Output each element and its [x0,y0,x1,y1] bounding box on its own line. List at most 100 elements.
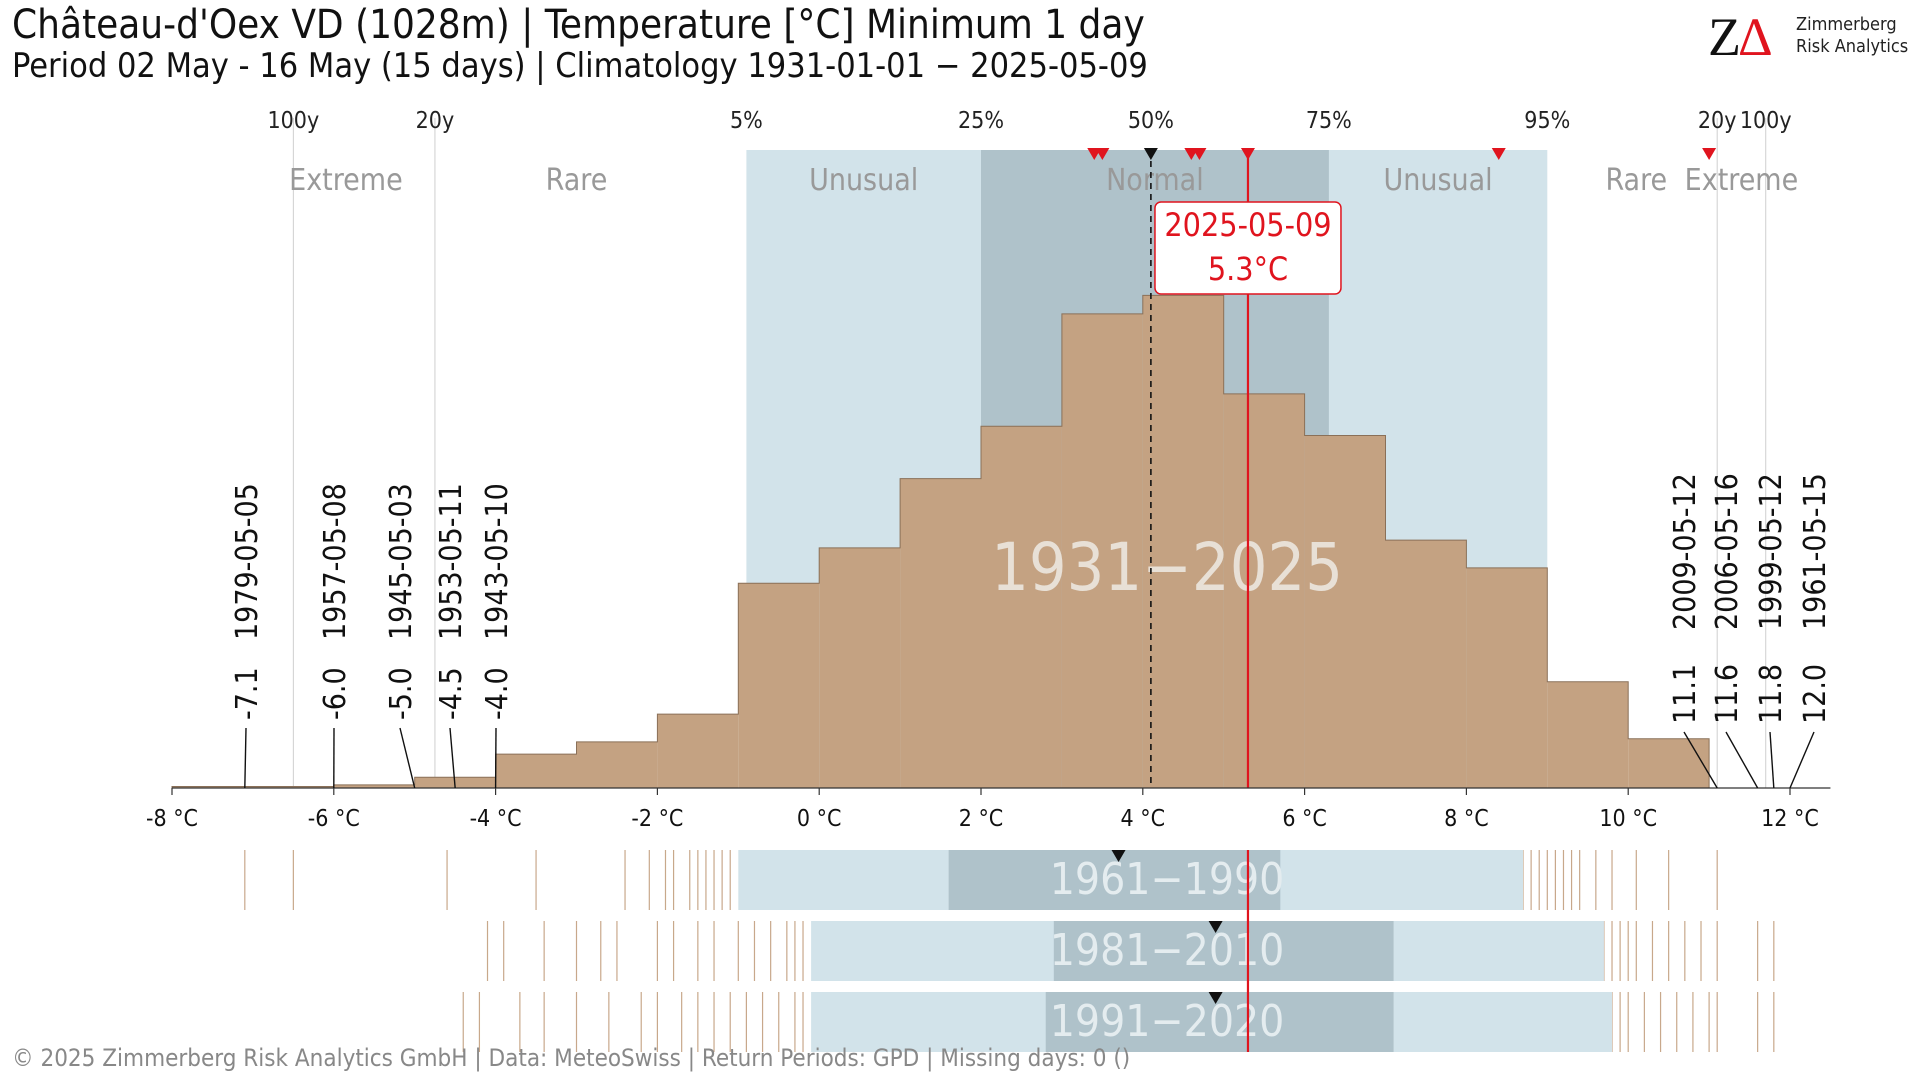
extreme-low-date-0: 1979-05-05 [230,483,265,640]
category-label-2: Unusual [809,163,918,198]
histogram-bar-0 [172,786,334,788]
extreme-high-date-2: 1999-05-12 [1754,473,1789,630]
period-2-label: 1991−2020 [1050,996,1285,1047]
period-row-2: 1991−2020 [462,992,1775,1052]
period-2-median-marker [1208,992,1223,1004]
x-tick-label-2: -4 °C [470,806,522,832]
extreme-high-leader-3 [1789,731,1815,789]
histogram-bar-6 [738,583,820,788]
category-label-5: Rare [1605,163,1667,198]
extreme-low-date-2: 1945-05-03 [384,483,419,640]
x-tick-label-4: 0 °C [797,806,842,832]
percentile-label-1: 25% [958,108,1004,134]
return-period-label-2: 20y [1698,108,1737,134]
period-1-median-marker [1208,921,1223,933]
extreme-low-annotation-0: -7.1 1979-05-05 [230,483,265,789]
red-marker-4 [1240,148,1255,160]
histogram-bar-15 [1466,567,1548,788]
logo-name-line1: Zimmerberg [1796,14,1897,35]
chart-title: Château-d'Oex VD (1028m) | Temperature [… [12,2,1145,48]
histogram-bar-17 [1628,738,1710,788]
percentile-label-0: 5% [730,108,763,134]
extreme-low-date-1: 1957-05-08 [318,483,353,640]
extreme-high-leader-0 [1683,731,1718,789]
logo-mark-z: Z [1708,7,1741,67]
company-logo: ZΔ Zimmerberg Risk Analytics [1708,7,1909,70]
extreme-high-date-1: 2006-05-16 [1710,473,1745,630]
histogram-bar-3 [495,754,577,788]
histogram-bar-4 [576,741,658,788]
period-1-label: 1981−2010 [1050,925,1285,976]
extreme-low-value-0: -7.1 [230,667,265,720]
histogram-bar-11 [1142,295,1224,788]
histogram-bar-10 [1061,313,1143,788]
period-0-median-marker [1111,850,1126,862]
histogram-bar-13 [1304,435,1386,788]
x-tick-label-9: 10 °C [1599,806,1657,832]
extreme-low-value-3: -4.5 [434,667,469,720]
x-tick-label-1: -6 °C [308,806,360,832]
extreme-low-annotation-2: -5.0 1945-05-03 [384,483,419,789]
x-tick-label-3: -2 °C [631,806,683,832]
logo-name-line2: Risk Analytics [1796,36,1909,57]
extreme-low-value-1: -6.0 [318,667,353,720]
extreme-low-annotation-3: -4.5 1953-05-11 [434,483,469,789]
logo-mark: ZΔ [1708,6,1773,68]
extreme-high-value-1: 11.6 [1710,664,1745,724]
current-callout-value: 5.3°C [1208,250,1288,288]
histogram-bar-5 [657,714,739,788]
percentile-label-4: 95% [1524,108,1570,134]
footer-credits: © 2025 Zimmerberg Risk Analytics GmbH | … [12,1044,1131,1072]
extreme-low-leader-0 [244,727,247,789]
current-callout-box [1154,201,1342,295]
extreme-low-leader-3 [449,727,456,789]
return-period-label-3: 100y [1740,108,1792,134]
extreme-high-annotation-3: 12.0 1961-05-15 [1789,473,1833,789]
category-label-6: Extreme [1685,163,1799,198]
percentile-label-2: 50% [1128,108,1174,134]
extreme-low-annotation-4: -4.0 1943-05-10 [480,483,515,789]
extreme-high-date-0: 2009-05-12 [1668,473,1703,630]
extreme-high-value-3: 12.0 [1798,664,1833,724]
logo-mark-delta: Δ [1738,7,1773,67]
extreme-low-value-4: -4.0 [480,667,515,720]
red-marker-1 [1095,148,1110,160]
red-marker-5 [1491,148,1506,160]
extreme-low-date-4: 1943-05-10 [480,483,515,640]
category-label-1: Rare [546,163,608,198]
red-marker-6 [1702,148,1717,160]
period-1-normal-band [1053,921,1394,981]
extreme-high-date-3: 1961-05-15 [1798,473,1833,630]
histogram-bar-14 [1385,540,1467,788]
extreme-low-value-2: -5.0 [384,667,419,720]
extreme-high-leader-2 [1769,731,1775,789]
category-label-0: Extreme [289,163,403,198]
chart-subtitle: Period 02 May - 16 May (15 days) | Clima… [12,46,1148,86]
return-period-label-0: 100y [267,108,319,134]
x-tick-label-6: 4 °C [1121,806,1166,832]
x-tick-label-10: 12 °C [1761,806,1819,832]
extreme-low-leader-2 [399,727,416,789]
period-row-1: 1981−2010 [486,921,1775,981]
extreme-low-date-3: 1953-05-11 [434,483,469,640]
black-marker-0 [1143,148,1158,160]
x-tick-label-0: -8 °C [146,806,198,832]
extreme-low-annotation-1: -6.0 1957-05-08 [318,483,353,789]
extreme-high-annotation-2: 11.8 1999-05-12 [1754,473,1789,789]
x-tick-label-7: 6 °C [1282,806,1327,832]
period-watermark: 1931−2025 [991,529,1343,606]
extreme-high-annotation-0: 11.1 2009-05-12 [1668,473,1718,789]
period-row-0: 1961−1990 [244,850,1718,910]
period-2-normal-band [1045,992,1394,1052]
current-callout-date: 2025-05-09 [1164,206,1331,244]
extreme-high-value-2: 11.8 [1754,664,1789,724]
period-0-label: 1961−1990 [1050,854,1285,905]
return-period-label-1: 20y [416,108,455,134]
x-tick-label-5: 2 °C [959,806,1004,832]
extreme-high-leader-1 [1725,731,1759,789]
histogram-bar-9 [981,426,1062,788]
category-label-3: Normal [1106,163,1204,198]
percentile-label-3: 75% [1306,108,1352,134]
period-0-normal-band [948,850,1281,910]
